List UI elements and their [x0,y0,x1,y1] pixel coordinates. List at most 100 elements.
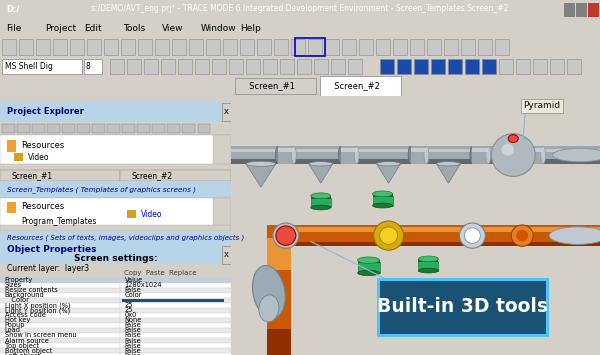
Bar [120,353,231,355]
Bar [2,59,82,75]
Text: MS Shell Dig: MS Shell Dig [5,62,53,71]
Polygon shape [436,164,460,183]
Bar [318,195,324,203]
Ellipse shape [373,191,392,197]
Ellipse shape [358,257,380,263]
Text: Property: Property [5,277,33,283]
Ellipse shape [358,270,380,275]
Text: Popup: Popup [5,322,25,328]
Bar [197,124,210,133]
Bar [0,303,120,308]
Bar [120,308,231,313]
Text: Background: Background [5,293,44,298]
Bar [472,148,488,152]
Bar [120,278,231,283]
Text: False: False [125,353,142,355]
Bar [0,164,231,170]
Bar [222,103,230,121]
Bar [120,318,231,323]
Text: Bottom object: Bottom object [5,348,52,354]
Ellipse shape [377,162,401,166]
Bar [410,39,424,55]
Bar [2,39,16,55]
Bar [172,39,186,55]
Text: 1280x1024: 1280x1024 [125,282,163,288]
Bar [240,39,254,55]
Bar [0,170,120,181]
Bar [231,159,600,164]
Text: Program_Templates: Program_Templates [21,217,96,226]
Ellipse shape [338,146,343,164]
Bar [550,59,564,75]
Text: Screen_#2: Screen_#2 [329,82,380,91]
Bar [127,210,136,218]
Circle shape [464,228,481,244]
Bar [229,59,243,75]
Bar [2,124,15,133]
Ellipse shape [553,148,600,162]
Bar [189,39,203,55]
Text: False: False [125,322,142,328]
Text: 25: 25 [125,307,133,313]
Bar [104,39,118,55]
Text: Value: Value [125,277,143,283]
Bar [472,146,488,164]
Text: False: False [125,333,142,339]
Text: Screen_#1: Screen_#1 [244,82,295,91]
Text: Object Properties: Object Properties [7,245,97,253]
Bar [516,59,530,75]
Bar [231,146,600,164]
Bar [478,39,492,55]
Bar [120,313,231,318]
Bar [314,59,328,75]
Bar [47,124,60,133]
Circle shape [276,226,296,245]
Text: Copy  Paste  Replace: Copy Paste Replace [124,270,196,276]
Bar [0,197,231,227]
Ellipse shape [436,162,460,166]
Bar [120,343,231,348]
Text: Project Explorer: Project Explorer [7,106,84,116]
Text: x: x [223,250,229,259]
Bar [418,259,439,262]
Bar [120,333,231,338]
Text: Sizes: Sizes [5,282,22,288]
Bar [376,39,390,55]
Bar [212,197,231,227]
Bar [0,288,120,293]
Bar [161,59,175,75]
Circle shape [516,230,528,241]
Bar [279,225,600,246]
Bar [62,124,75,133]
Bar [0,308,120,313]
Text: Pyramid: Pyramid [523,102,560,110]
Bar [120,293,231,298]
Text: Screen_Templates ( Templates of graphics screens ): Screen_Templates ( Templates of graphics… [7,186,196,193]
Text: Edit: Edit [84,24,101,33]
Text: Access code: Access code [5,312,46,318]
Text: Window: Window [201,24,236,33]
Bar [280,59,294,75]
Bar [465,59,479,75]
Text: Top object: Top object [5,343,39,349]
Text: x: x [223,108,229,116]
Bar [120,298,231,303]
Circle shape [273,223,299,248]
Bar [567,59,581,75]
Ellipse shape [309,162,333,166]
Text: Alarm source: Alarm source [5,338,49,344]
Bar [358,262,380,273]
Bar [0,181,231,197]
Bar [359,39,373,55]
Text: D:/: D:/ [6,4,19,13]
Bar [155,39,169,55]
Bar [19,39,33,55]
Bar [325,39,339,55]
Bar [342,39,356,55]
Bar [122,299,224,302]
Bar [499,59,513,75]
Text: View: View [162,24,184,33]
Bar [527,148,543,152]
Bar [0,225,231,231]
Ellipse shape [259,295,279,322]
